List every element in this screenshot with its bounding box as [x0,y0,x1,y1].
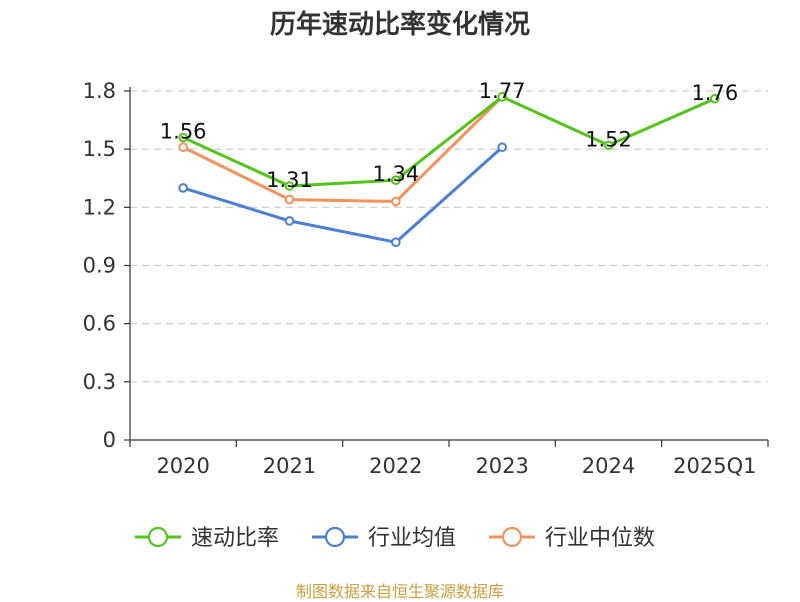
series-1 [178,142,507,248]
data-label: 1.52 [585,127,632,151]
y-tick-label: 0.9 [83,254,116,278]
legend-item-2: 行业中位数 [489,526,655,551]
series-line [182,95,716,188]
legend-marker [501,526,523,548]
data-point [178,183,188,193]
legend-item-1: 行业均值 [312,526,456,551]
data-point [391,175,401,185]
grid-lines [130,90,768,383]
data-label: 1.56 [160,120,207,144]
data-point [284,194,295,205]
data-point [497,142,507,153]
series-0 [178,92,720,191]
data-point [710,93,720,104]
axes: 0 0.3 0.6 0.9 1.2 1.5 1.8 2020 2021 2022 2023 2024 2… [83,79,769,478]
source-note: 制图数据来自恒生聚源数据库 [295,582,504,601]
legend-item-0: 速动比率 [135,526,279,551]
data-point [284,216,295,226]
x-tick-label: 2024 [582,454,635,478]
x-tick-label: 2021 [263,454,316,478]
y-tick-label: 0.6 [83,312,116,336]
x-tick-label: 2025Q1 [673,454,756,478]
y-tick-label: 1.5 [83,137,116,161]
y-tick-label: 1.8 [83,79,116,103]
data-point [284,181,295,191]
data-label: 1.76 [691,81,738,105]
y-tick-label: 1.2 [83,195,116,219]
data-label: 1.77 [479,79,526,103]
legend-marker [324,526,346,548]
legend-marker [147,526,169,548]
x-tick-label: 2023 [475,454,528,478]
y-tick-label: 0 [103,428,116,452]
data-point [391,196,401,207]
x-tick-label: 2020 [156,454,209,478]
legend-label: 行业均值 [368,526,456,551]
data-point [603,140,614,151]
chart-title: 历年速动比率变化情况 [270,9,530,40]
y-tick-label: 0.3 [83,370,116,394]
data-point [391,237,401,248]
series-group: 1.56 1.31 1.34 1.77 1.52 1.76 [160,79,738,248]
data-point [497,92,507,102]
legend-label: 速动比率 [191,526,279,551]
legend-label: 行业中位数 [545,526,655,551]
series-line [182,146,504,244]
data-point [178,132,188,143]
x-tick-label: 2022 [369,454,422,478]
data-point [178,142,188,153]
series-line [182,95,504,204]
data-label: 1.34 [372,162,419,186]
legend: 速动比率 行业均值 行业中位数 [135,526,655,551]
data-label: 1.31 [266,168,313,192]
